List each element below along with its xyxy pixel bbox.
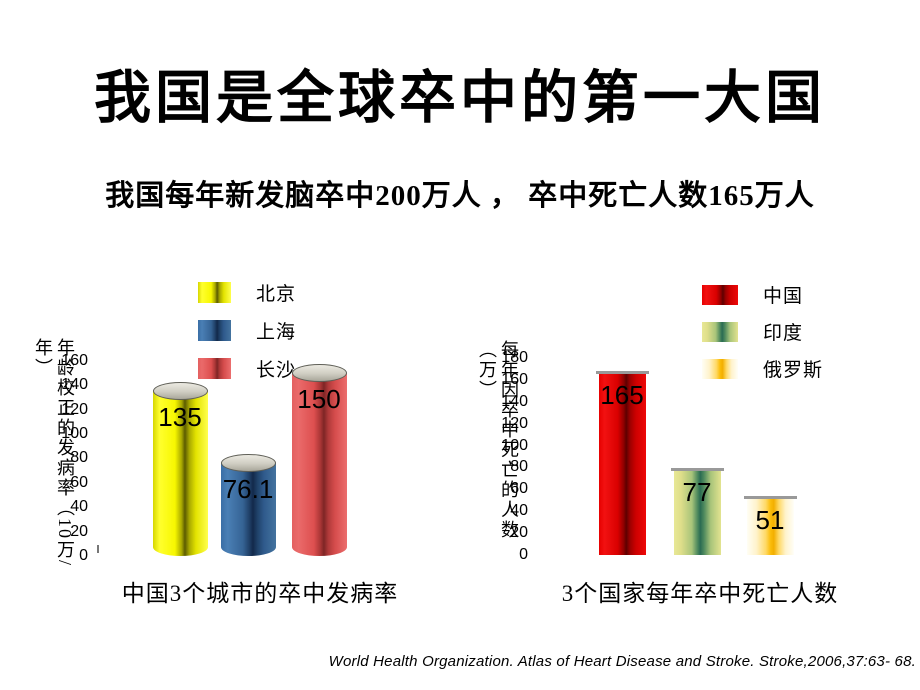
bar-value-label: 51 xyxy=(755,505,785,536)
y-tick-label: 80 xyxy=(70,449,88,467)
y-tick-label: 140 xyxy=(501,392,528,410)
legend-item: 北京 xyxy=(198,279,296,306)
y-tick-label: 100 xyxy=(501,436,528,454)
legend-item: 上海 xyxy=(198,317,296,344)
y-tick-label: 160 xyxy=(61,351,88,369)
legend-item: 长沙 xyxy=(198,355,296,382)
left-chart-y-axis-label: 年龄校正的发病率（10万/年） xyxy=(33,338,75,568)
bar-长沙: 150 xyxy=(291,364,347,556)
axis-tick-mark xyxy=(97,545,99,553)
bar-俄罗斯: 51 xyxy=(743,496,797,555)
left-chart-caption: 中国3个城市的卒中发病率 xyxy=(121,581,399,606)
legend-item: 印度 xyxy=(702,318,823,345)
bar-value-label: 150 xyxy=(297,384,341,415)
legend-item: 中国 xyxy=(702,281,823,308)
bar-value-label: 76.1 xyxy=(222,474,274,505)
legend-swatch xyxy=(198,320,231,341)
y-tick-label: 20 xyxy=(70,522,88,540)
right-chart-caption: 3个国家每年卒中死亡人数 xyxy=(561,581,839,606)
y-tick-label: 20 xyxy=(510,524,528,542)
bar-value-label: 77 xyxy=(682,476,712,507)
bar-value-label: 135 xyxy=(158,402,202,433)
slide-subtitle: 我国每年新发脑卒中200万人 ， 卒中死亡人数165万人 xyxy=(105,180,815,212)
bar-value-label: 165 xyxy=(600,380,644,411)
cylinder-top-ellipse xyxy=(291,364,347,383)
bar-印度: 77 xyxy=(670,467,724,555)
y-tick-label: 140 xyxy=(61,376,88,394)
right-chart-plot-area: 165 77 51 xyxy=(575,339,815,555)
cylinder-top-ellipse xyxy=(152,382,208,401)
y-tick-label: 120 xyxy=(61,400,88,418)
legend-label: 中国 xyxy=(763,286,804,307)
y-tick-label: 60 xyxy=(70,473,88,491)
slide-title: 我国是全球卒中的第一大国 xyxy=(94,67,826,130)
right-chart-y-axis-label: 每年因卒中死亡的人数（万） xyxy=(477,340,519,540)
legend-item: 俄罗斯 xyxy=(702,355,823,382)
legend-swatch xyxy=(702,358,738,379)
y-tick-label: 80 xyxy=(510,458,528,476)
y-tick-label: 40 xyxy=(510,502,528,520)
bar-上海: 76.1 xyxy=(220,454,276,556)
right-chart-legend: 中国 印度 俄罗斯 xyxy=(702,281,823,392)
legend-label: 俄罗斯 xyxy=(763,360,824,381)
y-tick-label: 0 xyxy=(519,546,528,563)
y-tick-label: 180 xyxy=(501,349,528,366)
legend-swatch xyxy=(702,321,738,342)
citation-text: World Health Organization. Atlas of Hear… xyxy=(328,653,916,670)
bar-top-cap xyxy=(670,467,724,471)
bar-北京: 135 xyxy=(152,382,208,556)
bar-中国: 165 xyxy=(595,371,649,555)
left-chart-y-axis-ticks: 0 20 40 60 80 100 120 140 160 xyxy=(55,340,88,564)
cylinder-top-ellipse xyxy=(220,454,276,473)
right-chart-y-axis-ticks: 0 20 40 60 80 100 120 140 160 180 xyxy=(495,339,528,563)
y-tick-label: 60 xyxy=(510,480,528,498)
legend-swatch xyxy=(198,358,231,379)
bar-top-cap xyxy=(595,371,649,375)
legend-swatch xyxy=(702,284,738,305)
y-tick-label: 40 xyxy=(70,498,88,516)
left-chart-plot-area: 135 76.1 150 xyxy=(130,340,410,556)
y-tick-label: 160 xyxy=(501,370,528,388)
y-tick-label: 120 xyxy=(501,414,528,432)
legend-label: 上海 xyxy=(256,322,297,343)
legend-label: 印度 xyxy=(763,323,804,344)
legend-swatch xyxy=(198,282,231,303)
y-tick-label: 100 xyxy=(61,425,88,443)
legend-label: 北京 xyxy=(256,284,297,305)
left-chart-legend: 北京 上海 长沙 xyxy=(198,279,296,393)
legend-label: 长沙 xyxy=(256,360,297,381)
bar-top-cap xyxy=(743,496,797,500)
y-tick-label: 0 xyxy=(79,547,88,564)
